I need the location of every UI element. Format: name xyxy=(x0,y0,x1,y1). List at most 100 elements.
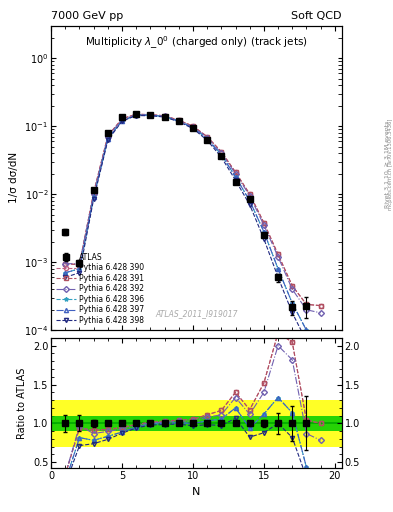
Pythia 6.428 398 xyxy=(77,270,82,276)
Pythia 6.428 397 xyxy=(304,327,309,333)
Legend: ATLAS, Pythia 6.428 390, Pythia 6.428 391, Pythia 6.428 392, Pythia 6.428 396, P: ATLAS, Pythia 6.428 390, Pythia 6.428 39… xyxy=(55,251,145,327)
Pythia 6.428 392 xyxy=(261,222,266,228)
Pythia 6.428 397 xyxy=(148,112,153,118)
Pythia 6.428 390 xyxy=(219,148,224,155)
Pythia 6.428 391 xyxy=(219,148,224,155)
Pythia 6.428 390 xyxy=(304,301,309,307)
Pythia 6.428 390 xyxy=(162,113,167,119)
Pythia 6.428 390 xyxy=(233,169,238,175)
Pythia 6.428 396 xyxy=(162,114,167,120)
Pythia 6.428 392 xyxy=(276,254,281,260)
Pythia 6.428 398 xyxy=(290,310,295,316)
Pythia 6.428 391 xyxy=(148,112,153,118)
Pythia 6.428 398 xyxy=(191,125,195,132)
Line: Pythia 6.428 390: Pythia 6.428 390 xyxy=(63,112,323,308)
Text: 7000 GeV pp: 7000 GeV pp xyxy=(51,11,123,22)
Pythia 6.428 396 xyxy=(261,229,266,235)
Pythia 6.428 396 xyxy=(276,266,281,272)
Line: Pythia 6.428 397: Pythia 6.428 397 xyxy=(63,113,323,348)
Pythia 6.428 398 xyxy=(205,137,209,143)
Line: Pythia 6.428 398: Pythia 6.428 398 xyxy=(63,114,323,359)
Pythia 6.428 398 xyxy=(233,177,238,183)
Pythia 6.428 396 xyxy=(134,112,139,118)
Pythia 6.428 397 xyxy=(318,342,323,348)
Pythia 6.428 398 xyxy=(148,113,153,119)
Pythia 6.428 391 xyxy=(119,116,124,122)
Pythia 6.428 397 xyxy=(77,266,82,272)
Pythia 6.428 390 xyxy=(148,112,153,118)
Pythia 6.428 392 xyxy=(219,150,224,156)
Pythia 6.428 390 xyxy=(105,133,110,139)
Pythia 6.428 392 xyxy=(205,135,209,141)
Pythia 6.428 398 xyxy=(91,196,96,202)
Pythia 6.428 397 xyxy=(119,118,124,124)
Pythia 6.428 390 xyxy=(261,220,266,226)
Pythia 6.428 397 xyxy=(105,136,110,142)
Pythia 6.428 398 xyxy=(276,274,281,281)
Pythia 6.428 391 xyxy=(176,117,181,123)
Pythia 6.428 398 xyxy=(63,274,68,281)
Pythia 6.428 397 xyxy=(162,114,167,120)
Pythia 6.428 392 xyxy=(290,286,295,292)
Pythia 6.428 397 xyxy=(134,112,139,118)
Pythia 6.428 396 xyxy=(247,198,252,204)
Pythia 6.428 392 xyxy=(247,193,252,199)
Pythia 6.428 397 xyxy=(63,270,68,276)
Pythia 6.428 391 xyxy=(304,301,309,307)
Pythia 6.428 396 xyxy=(63,270,68,276)
Pythia 6.428 397 xyxy=(247,198,252,204)
Pythia 6.428 397 xyxy=(276,266,281,272)
Y-axis label: Ratio to ATLAS: Ratio to ATLAS xyxy=(17,368,28,439)
X-axis label: N: N xyxy=(192,487,201,497)
Pythia 6.428 398 xyxy=(247,202,252,208)
Pythia 6.428 392 xyxy=(91,191,96,197)
Pythia 6.428 392 xyxy=(318,310,323,316)
Pythia 6.428 390 xyxy=(134,111,139,117)
Pythia 6.428 391 xyxy=(247,191,252,197)
Pythia 6.428 396 xyxy=(176,118,181,124)
Text: Soft QCD: Soft QCD xyxy=(292,11,342,22)
Pythia 6.428 391 xyxy=(63,261,68,267)
Pythia 6.428 390 xyxy=(176,117,181,123)
Pythia 6.428 390 xyxy=(276,251,281,258)
Pythia 6.428 397 xyxy=(261,229,266,235)
Pythia 6.428 392 xyxy=(105,134,110,140)
Pythia 6.428 396 xyxy=(91,194,96,200)
Text: ATLAS_2011_I919017: ATLAS_2011_I919017 xyxy=(155,309,238,318)
Pythia 6.428 396 xyxy=(119,118,124,124)
Pythia 6.428 396 xyxy=(233,174,238,180)
Pythia 6.428 396 xyxy=(191,124,195,131)
Pythia 6.428 397 xyxy=(191,124,195,131)
Pythia 6.428 390 xyxy=(247,191,252,197)
Pythia 6.428 398 xyxy=(176,119,181,125)
Pythia 6.428 391 xyxy=(318,303,323,309)
Pythia 6.428 390 xyxy=(91,189,96,196)
Pythia 6.428 390 xyxy=(191,123,195,129)
Pythia 6.428 392 xyxy=(77,261,82,267)
Pythia 6.428 392 xyxy=(148,112,153,118)
Pythia 6.428 398 xyxy=(162,114,167,120)
Bar xyxy=(51,416,342,431)
Pythia 6.428 392 xyxy=(191,123,195,130)
Pythia 6.428 397 xyxy=(205,136,209,142)
Pythia 6.428 391 xyxy=(105,133,110,139)
Pythia 6.428 392 xyxy=(134,112,139,118)
Pythia 6.428 391 xyxy=(134,111,139,117)
Pythia 6.428 397 xyxy=(290,300,295,306)
Pythia 6.428 392 xyxy=(176,118,181,124)
Text: Multiplicity $\lambda\_0^0$ (charged only) (track jets): Multiplicity $\lambda\_0^0$ (charged onl… xyxy=(85,35,308,51)
Pythia 6.428 391 xyxy=(77,262,82,268)
Line: Pythia 6.428 392: Pythia 6.428 392 xyxy=(63,113,323,315)
Pythia 6.428 391 xyxy=(261,220,266,226)
Pythia 6.428 391 xyxy=(162,113,167,119)
Pythia 6.428 396 xyxy=(290,300,295,306)
Pythia 6.428 398 xyxy=(105,137,110,143)
Pythia 6.428 396 xyxy=(105,136,110,142)
Pythia 6.428 397 xyxy=(176,118,181,124)
Pythia 6.428 390 xyxy=(318,303,323,309)
Line: Pythia 6.428 396: Pythia 6.428 396 xyxy=(63,113,323,348)
Pythia 6.428 392 xyxy=(304,307,309,313)
Pythia 6.428 396 xyxy=(219,152,224,158)
Pythia 6.428 392 xyxy=(63,261,68,267)
Pythia 6.428 398 xyxy=(119,118,124,124)
